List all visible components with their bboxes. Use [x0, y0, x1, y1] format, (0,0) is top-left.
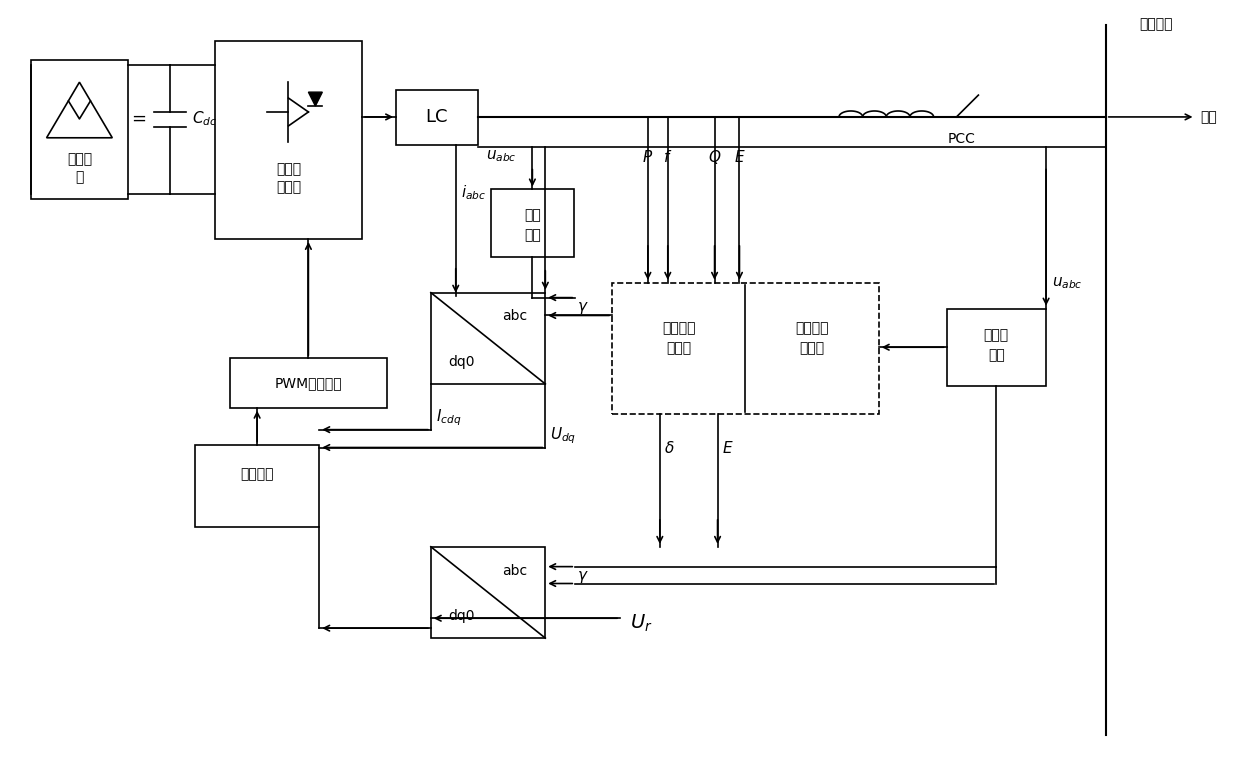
- Text: $P$: $P$: [642, 149, 653, 165]
- Text: 三相全: 三相全: [277, 163, 301, 176]
- Text: $C_{dc}$: $C_{dc}$: [192, 109, 217, 128]
- Text: 定向: 定向: [525, 228, 541, 242]
- Text: dq0: dq0: [449, 355, 475, 369]
- Text: 电网: 电网: [1200, 110, 1218, 124]
- Bar: [396, 90, 477, 144]
- Polygon shape: [309, 92, 322, 106]
- Text: $\delta$: $\delta$: [663, 441, 675, 457]
- Text: PWM调制信号: PWM调制信号: [274, 376, 342, 390]
- Text: 有功频率: 有功频率: [795, 321, 828, 335]
- Text: abc: abc: [502, 309, 527, 324]
- Text: abc: abc: [502, 564, 527, 578]
- Text: 控制器: 控制器: [800, 341, 825, 355]
- Text: $E$: $E$: [734, 149, 745, 165]
- Text: LC: LC: [425, 109, 448, 126]
- Text: $\gamma$: $\gamma$: [577, 299, 589, 315]
- Text: $Q$: $Q$: [708, 147, 722, 166]
- Bar: [491, 189, 574, 257]
- Text: $i_{abc}$: $i_{abc}$: [461, 183, 486, 201]
- Text: $u_{abc}$: $u_{abc}$: [1052, 275, 1083, 290]
- Text: $I_{cdq}$: $I_{cdq}$: [435, 407, 461, 428]
- Bar: [31, 60, 128, 199]
- Text: 光伏电: 光伏电: [67, 153, 92, 166]
- Bar: [613, 283, 879, 413]
- Bar: [430, 546, 546, 638]
- Text: 控制器: 控制器: [666, 341, 691, 355]
- Text: $f$: $f$: [663, 149, 672, 165]
- Text: PCC: PCC: [947, 131, 976, 146]
- Text: $U_{dq}$: $U_{dq}$: [551, 425, 577, 445]
- Text: 交流母线: 交流母线: [1138, 17, 1172, 32]
- Text: 内环控制: 内环控制: [241, 467, 274, 481]
- Text: $u_{abc}$: $u_{abc}$: [486, 149, 516, 164]
- Text: $E$: $E$: [722, 441, 733, 457]
- Bar: [229, 358, 387, 408]
- Text: dq0: dq0: [449, 610, 475, 623]
- Bar: [430, 293, 546, 384]
- Bar: [215, 40, 362, 239]
- Text: 控制: 控制: [988, 348, 1004, 363]
- Text: $\gamma$: $\gamma$: [577, 568, 589, 584]
- Text: 电压: 电压: [525, 208, 541, 222]
- Text: 预同步: 预同步: [983, 328, 1009, 342]
- Text: 无功电压: 无功电压: [662, 321, 696, 335]
- Bar: [195, 445, 320, 527]
- Text: =: =: [130, 110, 145, 128]
- Text: 桥电路: 桥电路: [277, 180, 301, 195]
- Text: $U_r$: $U_r$: [630, 613, 652, 634]
- Text: 源: 源: [76, 170, 83, 185]
- Bar: [946, 309, 1047, 386]
